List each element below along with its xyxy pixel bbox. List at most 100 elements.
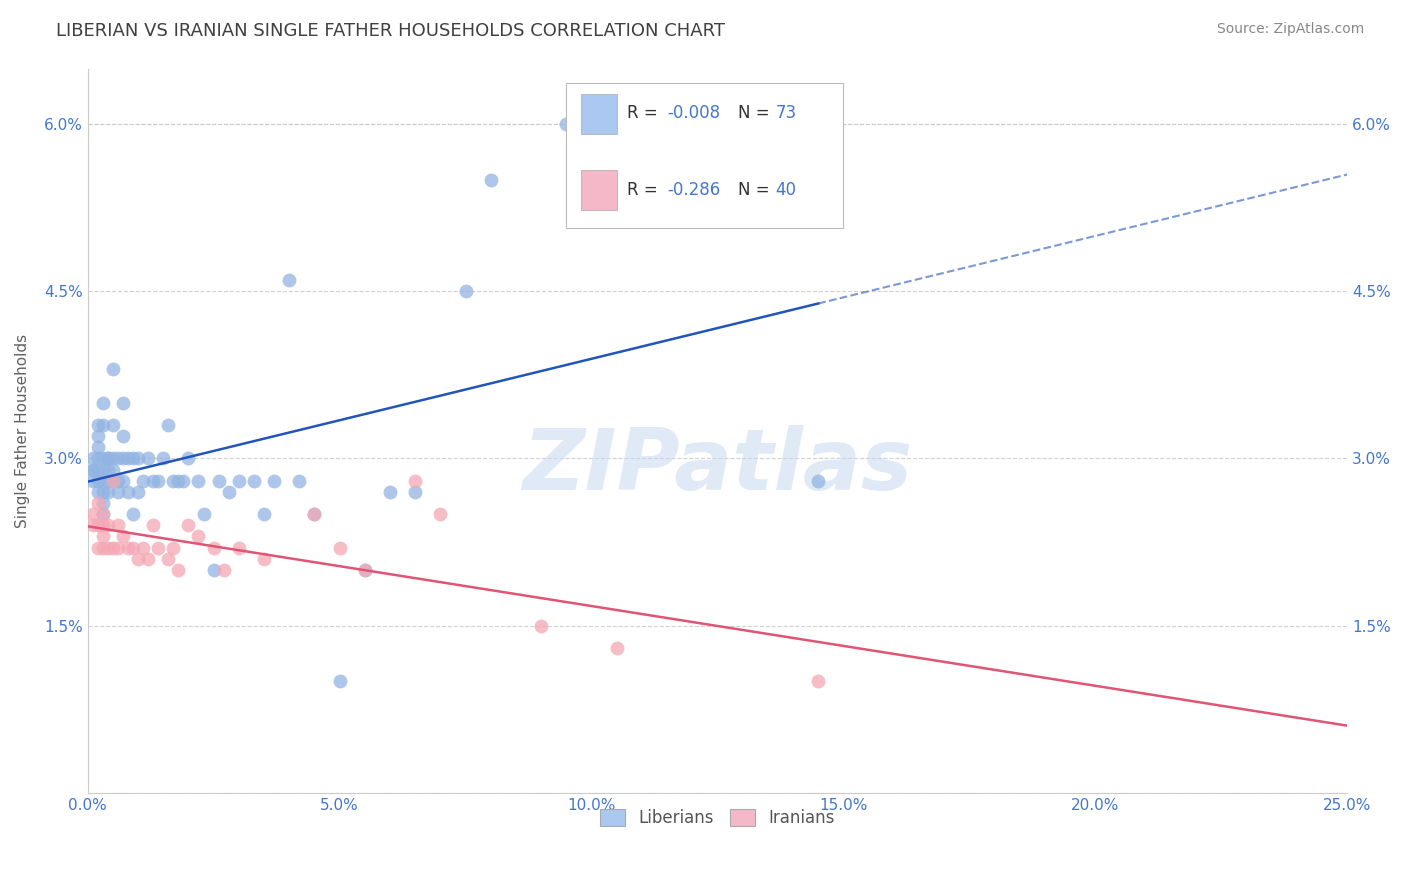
Text: R =: R = <box>627 104 662 122</box>
Text: 40: 40 <box>775 181 796 199</box>
Point <box>207 474 229 488</box>
Point <box>82 518 104 533</box>
Point <box>107 484 129 499</box>
Point <box>146 541 169 555</box>
Point <box>86 496 108 510</box>
Point <box>97 518 120 533</box>
Text: Source: ZipAtlas.com: Source: ZipAtlas.com <box>1216 22 1364 37</box>
Point <box>117 484 139 499</box>
Point <box>86 417 108 432</box>
Point <box>86 440 108 454</box>
Point <box>530 618 553 632</box>
Point <box>111 395 134 409</box>
Point <box>329 674 352 689</box>
Point <box>162 541 184 555</box>
Point <box>107 541 129 555</box>
Point <box>82 451 104 466</box>
Point <box>91 462 114 476</box>
Text: -0.008: -0.008 <box>666 104 720 122</box>
Point <box>212 563 235 577</box>
Text: 73: 73 <box>775 104 797 122</box>
Point <box>378 484 401 499</box>
Point <box>136 551 159 566</box>
Point <box>86 484 108 499</box>
Point <box>329 541 352 555</box>
Point <box>86 429 108 443</box>
Point <box>243 474 266 488</box>
Point <box>97 484 120 499</box>
Point <box>304 507 326 521</box>
Text: LIBERIAN VS IRANIAN SINGLE FATHER HOUSEHOLDS CORRELATION CHART: LIBERIAN VS IRANIAN SINGLE FATHER HOUSEH… <box>56 22 725 40</box>
Point <box>304 507 326 521</box>
Point <box>404 474 426 488</box>
Point <box>101 474 124 488</box>
Point <box>177 451 200 466</box>
Point <box>111 451 134 466</box>
Point <box>606 640 628 655</box>
Point <box>91 529 114 543</box>
Point <box>142 474 165 488</box>
Point <box>101 362 124 376</box>
Text: R =: R = <box>627 181 662 199</box>
Point <box>631 117 654 131</box>
Point <box>111 529 134 543</box>
Point <box>127 551 149 566</box>
Point <box>82 462 104 476</box>
Point <box>91 507 114 521</box>
Point <box>97 462 120 476</box>
Point <box>86 462 108 476</box>
Point <box>157 551 180 566</box>
Point <box>152 451 174 466</box>
Point <box>107 474 129 488</box>
Point <box>82 474 104 488</box>
Point <box>218 484 240 499</box>
Point <box>253 551 276 566</box>
Point <box>91 451 114 466</box>
Point <box>117 451 139 466</box>
Point <box>353 563 375 577</box>
Point <box>101 417 124 432</box>
Point <box>111 474 134 488</box>
Point <box>91 417 114 432</box>
Point <box>91 518 114 533</box>
Point <box>263 474 285 488</box>
Point <box>157 417 180 432</box>
Text: N =: N = <box>738 104 775 122</box>
Point <box>136 451 159 466</box>
Point <box>101 474 124 488</box>
Point <box>111 429 134 443</box>
Point <box>187 474 209 488</box>
Point <box>82 462 104 476</box>
Point <box>555 117 578 131</box>
FancyBboxPatch shape <box>567 83 844 227</box>
Point <box>167 563 190 577</box>
Point <box>97 451 120 466</box>
Point <box>202 563 225 577</box>
Point <box>132 541 155 555</box>
Point <box>91 541 114 555</box>
Point <box>228 541 250 555</box>
Point <box>101 451 124 466</box>
Point <box>288 474 311 488</box>
Point <box>122 541 145 555</box>
Point <box>177 518 200 533</box>
Point <box>91 484 114 499</box>
Point <box>86 518 108 533</box>
Point <box>91 395 114 409</box>
Point <box>82 507 104 521</box>
Point <box>97 451 120 466</box>
Point <box>86 451 108 466</box>
Point <box>86 474 108 488</box>
Point <box>91 474 114 488</box>
Point <box>86 541 108 555</box>
Point <box>187 529 209 543</box>
Point <box>122 451 145 466</box>
Point <box>479 173 502 187</box>
Point <box>146 474 169 488</box>
Point <box>91 507 114 521</box>
Point <box>429 507 451 521</box>
Point <box>353 563 375 577</box>
Legend: Liberians, Iranians: Liberians, Iranians <box>592 800 844 835</box>
Point <box>228 474 250 488</box>
Text: N =: N = <box>738 181 775 199</box>
